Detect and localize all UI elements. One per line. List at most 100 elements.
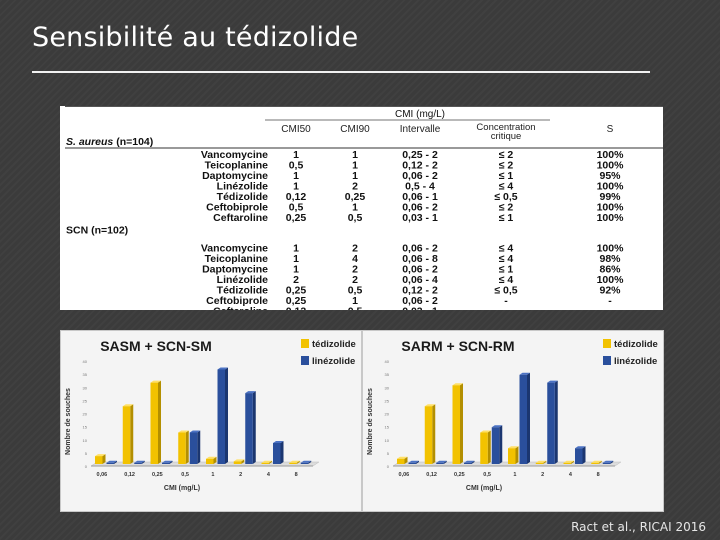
table-cell-cmi90: 2 (352, 243, 358, 255)
x-tick-label: 0,5 (181, 472, 189, 478)
bar-front (289, 462, 297, 464)
bar-top (452, 383, 463, 386)
x-tick-label: 0,12 (426, 472, 437, 478)
table-cell-cmi50: 1 (293, 149, 299, 161)
bar-tdizolide-7 (591, 460, 602, 464)
table-cell-range: 0,06 - 2 (402, 202, 438, 214)
table-cell-s: 100% (597, 202, 625, 214)
table-cell-s: 100% (597, 160, 625, 172)
table-col-header: S (607, 124, 614, 135)
bar-side (416, 460, 419, 464)
bar-linzolide-0 (106, 460, 117, 464)
table-cell-cmi50: 0,5 (289, 202, 304, 214)
y-tick-label: 35 (385, 372, 390, 377)
bar-front (245, 393, 253, 464)
x-tick-label: 4 (569, 472, 573, 478)
table-cell-cmi50: 0,5 (289, 160, 304, 172)
bar-front (261, 462, 269, 464)
chart-panel-sarm: SARM + SCN-RM tédizolide linézolide 0 5 10 15 2… (362, 330, 664, 512)
table-cell-range: 0,25 - 2 (402, 149, 438, 161)
table-cell-drug: Vancomycine (201, 243, 268, 255)
bar-top (563, 460, 574, 463)
mic-table: CMI (mg/L) CMI50 CMI90 Intervalle Concentrat… (65, 106, 663, 311)
bar-top (245, 391, 256, 394)
bar-side (169, 460, 173, 464)
legend-swatch (301, 356, 309, 365)
table-super-header: CMI (mg/L) (395, 109, 445, 120)
table-cell-cmi90: 1 (352, 295, 358, 307)
y-tick-label: 10 (385, 438, 390, 443)
table-cell-cmi90: 1 (352, 170, 358, 182)
bar-top (591, 460, 602, 463)
table-cell-cmi90: 0,25 (345, 191, 366, 203)
table-cell-drug: Vancomycine (201, 149, 268, 161)
x-tick-label: 0,5 (483, 472, 491, 478)
bar-front (233, 461, 242, 464)
bar-top (547, 380, 558, 383)
y-tick-label: 5 (85, 451, 88, 456)
table-cell-breakpoint: ≤ 4 (499, 181, 514, 193)
bar-chart-sasm: SASM + SCN-SM tédizolide linézolide 0 5 10 15 2… (65, 338, 356, 492)
bar-linzolide-7 (602, 460, 614, 464)
table-cell-breakpoint: ≤ 1 (499, 170, 514, 182)
table-cell-cmi90: 1 (352, 202, 358, 214)
table-cell-drug: Ceftaroline (213, 212, 268, 224)
table-cell-breakpoint: ≤ 4 (499, 274, 514, 286)
bar-front (436, 462, 444, 464)
bar-side (102, 454, 106, 464)
y-tick-label: 20 (385, 412, 390, 417)
table-row: Vancomycine 1 2 0,06 - 2 ≤ 4 100% (201, 243, 624, 255)
y-axis-label: Nombre de souches (65, 388, 72, 455)
bar-tdizolide-2 (452, 383, 463, 464)
bar-tdizolide-7 (289, 460, 300, 464)
bar-side (197, 430, 201, 464)
table-cell-cmi50: 1 (293, 253, 299, 265)
y-tick-label: 40 (385, 359, 390, 364)
table-row: Ceftobiprole 0,5 1 0,06 - 2 ≤ 2 100% (206, 202, 624, 214)
table-row: Teicoplanine 1 4 0,06 - 8 ≤ 4 98% (205, 253, 622, 265)
table-cell-cmi90: 0,5 (348, 212, 363, 224)
table-row: Vancomycine 1 1 0,25 - 2 ≤ 2 100% (201, 149, 624, 161)
table-cell-breakpoint: ≤ 2 (499, 160, 514, 172)
y-tick-label: 0 (85, 464, 88, 469)
table-cell-cmi50: 1 (293, 181, 299, 193)
y-tick-label: 0 (387, 464, 390, 469)
table-cell-s: 98% (599, 253, 621, 265)
bar-tdizolide-0 (95, 454, 106, 464)
bar-top (189, 430, 201, 433)
table-cell-cmi50: 0,25 (286, 295, 307, 307)
bar-side (185, 430, 189, 464)
bar-side (225, 367, 228, 464)
y-tick-label: 30 (385, 385, 390, 390)
bar-top (95, 454, 106, 457)
table-cell-breakpoint: - (504, 295, 508, 307)
bar-front (397, 458, 405, 464)
table-cell-s: 100% (597, 149, 625, 161)
table-cell-s: 100% (597, 212, 625, 224)
table-cell-s: - (608, 295, 612, 307)
table-col-header: CMI50 (281, 124, 311, 135)
table-cell-cmi50: 0,12 (286, 306, 307, 311)
table-cell-cmi90: 1 (352, 160, 358, 172)
bar-linzolide-5 (245, 391, 256, 464)
bar-top (273, 441, 284, 443)
table-col-header: CMI90 (340, 124, 370, 135)
bar-side (269, 460, 272, 464)
bar-side (571, 460, 574, 464)
y-axis-label: Nombre de souches (367, 388, 374, 455)
y-tick-label: 25 (83, 398, 88, 403)
bar-linzolide-4 (519, 372, 530, 464)
bar-front (217, 369, 225, 464)
table-cell-range: 0,03 - 1 (402, 306, 438, 311)
bar-top (122, 404, 134, 407)
table-cell-s: - (608, 306, 612, 311)
table-cell-s: 99% (599, 191, 621, 203)
bar-linzolide-2 (162, 460, 173, 464)
bar-top (106, 460, 117, 463)
bar-front (300, 462, 309, 464)
bar-front (206, 458, 214, 464)
bar-top (150, 380, 161, 383)
bar-top (300, 460, 312, 463)
bar-top (602, 460, 614, 463)
table-group-label: S. aureus (n=104) (66, 136, 153, 148)
